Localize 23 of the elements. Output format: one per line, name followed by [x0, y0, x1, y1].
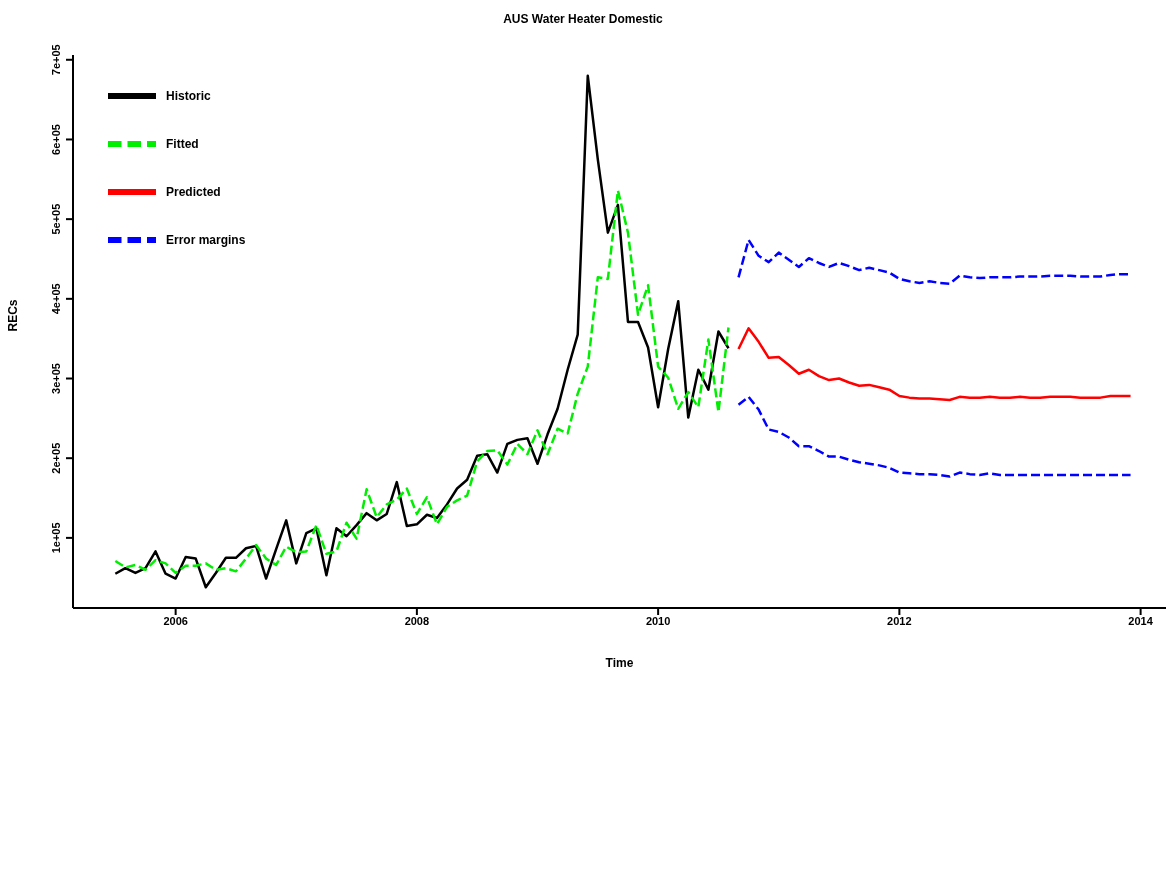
- y-tick-label: 5e+05: [50, 203, 62, 235]
- y-tick-label: 4e+05: [50, 283, 62, 315]
- x-tick-label: 2012: [887, 614, 912, 627]
- legend-label: Error margins: [166, 233, 246, 248]
- legend-label: Predicted: [166, 185, 221, 200]
- line-series: [737, 395, 1132, 478]
- legend-label: Historic: [166, 89, 211, 104]
- line-series: [737, 327, 1132, 402]
- y-tick-label: 7e+05: [50, 44, 62, 76]
- legend-label: Fitted: [166, 137, 199, 152]
- x-tick-label: 2010: [645, 614, 671, 627]
- chart-title: AUS Water Heater Domestic: [502, 12, 664, 26]
- x-axis-title: Time: [605, 656, 634, 670]
- x-tick-label: 2008: [404, 614, 430, 627]
- line-series: [114, 74, 730, 589]
- y-tick-label: 6e+05: [50, 124, 62, 155]
- y-tick-label: 3e+05: [50, 363, 62, 394]
- x-tick-label: 2014: [1128, 614, 1154, 627]
- x-tick-label: 2006: [163, 614, 188, 627]
- y-tick-label: 1e+05: [50, 522, 62, 554]
- line-series: [114, 189, 730, 575]
- y-axis-title: RECs: [6, 299, 21, 332]
- y-tick-label: 2e+05: [50, 442, 62, 474]
